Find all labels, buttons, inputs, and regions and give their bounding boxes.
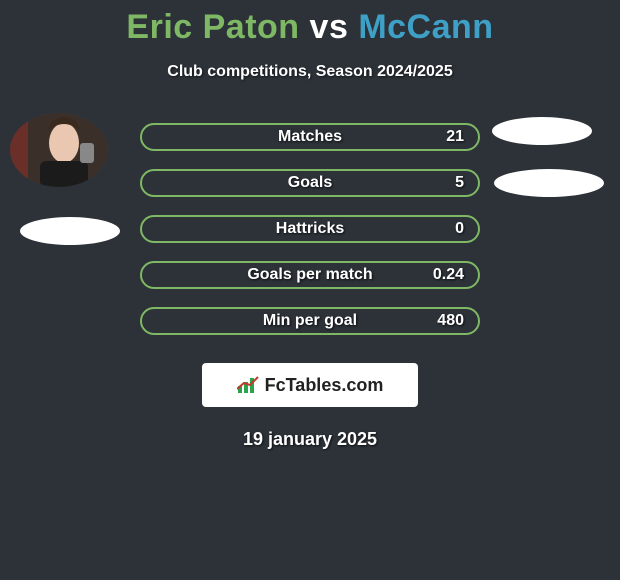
stat-bars: Matches 21 Goals 5 Hattricks 0 Goals per…: [140, 123, 480, 335]
stat-value: 21: [446, 128, 464, 146]
stat-label: Hattricks: [276, 220, 344, 238]
comparison-content: Matches 21 Goals 5 Hattricks 0 Goals per…: [0, 123, 620, 450]
title-player2: McCann: [358, 8, 493, 46]
date-label: 19 january 2025: [0, 429, 620, 450]
stat-value: 0.24: [433, 266, 464, 284]
logo-text: FcTables.com: [265, 375, 384, 396]
stat-bar: Matches 21: [140, 123, 480, 151]
fctables-logo: FcTables.com: [202, 363, 418, 407]
decorative-blob-right-1: [492, 117, 592, 145]
stat-value: 0: [455, 220, 464, 238]
stat-value: 5: [455, 174, 464, 192]
stat-bar: Hattricks 0: [140, 215, 480, 243]
title-vs: vs: [310, 8, 349, 46]
stat-label: Min per goal: [263, 312, 357, 330]
stat-label: Matches: [278, 128, 342, 146]
player1-avatar: [10, 113, 108, 187]
title-player1: Eric Paton: [126, 8, 299, 46]
page-title: Eric Paton vs McCann: [0, 8, 620, 47]
stat-bar: Min per goal 480: [140, 307, 480, 335]
stat-bar: Goals per match 0.24: [140, 261, 480, 289]
stat-label: Goals per match: [247, 266, 372, 284]
decorative-blob-left: [20, 217, 120, 245]
subtitle: Club competitions, Season 2024/2025: [0, 63, 620, 81]
bar-chart-icon: [237, 376, 259, 394]
stat-label: Goals: [288, 174, 332, 192]
stat-bar: Goals 5: [140, 169, 480, 197]
stat-value: 480: [437, 312, 464, 330]
avatar-placeholder-icon: [10, 113, 108, 187]
decorative-blob-right-2: [494, 169, 604, 197]
